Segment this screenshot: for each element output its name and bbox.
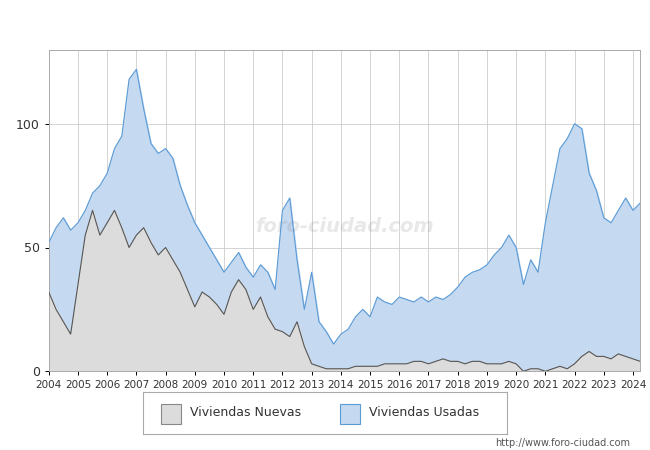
Text: Viviendas Nuevas: Viviendas Nuevas: [190, 405, 302, 418]
Bar: [339, 404, 359, 423]
Text: http://www.foro-ciudad.com: http://www.foro-ciudad.com: [495, 438, 630, 448]
Text: El Espinar - Evolucion del Nº de Transacciones Inmobiliarias: El Espinar - Evolucion del Nº de Transac…: [97, 14, 553, 29]
Text: Viviendas Usadas: Viviendas Usadas: [369, 405, 479, 418]
Text: foro-ciudad.com: foro-ciudad.com: [255, 217, 434, 236]
Bar: [161, 404, 181, 423]
